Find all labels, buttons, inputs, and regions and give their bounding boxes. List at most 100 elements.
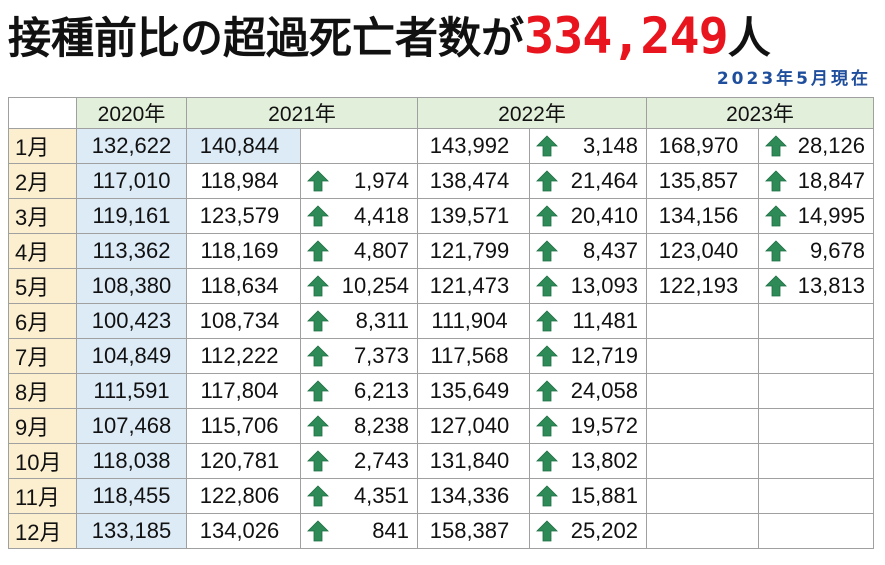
diff-2022: 21,464 xyxy=(529,163,647,199)
table-row: 4月 113,362 118,169 4,807 121,799 8,437 123,040… xyxy=(8,233,874,269)
value-2021: 118,169 xyxy=(186,233,301,269)
up-arrow-icon xyxy=(536,485,558,507)
diff-2022: 12,719 xyxy=(529,338,647,374)
table-row: 10月 118,038 120,781 2,743 131,840 13,802 xyxy=(8,443,874,479)
value-2021: 115,706 xyxy=(186,408,301,444)
title-main: 接種前比の超過死亡者数が xyxy=(8,14,524,64)
diff-2021: 4,418 xyxy=(300,198,418,234)
diff-value: 14,995 xyxy=(797,203,865,228)
header-2022: 2022年 xyxy=(417,97,647,129)
diff-2021: 1,974 xyxy=(300,163,418,199)
diff-value: 21,464 xyxy=(570,168,638,193)
diff-value: 10,254 xyxy=(341,273,409,298)
month-cell: 3月 xyxy=(8,198,77,234)
table-row: 5月 108,380 118,634 10,254 121,473 13,093 122,1… xyxy=(8,268,874,304)
value-2020: 100,423 xyxy=(76,303,187,339)
diff-value: 12,719 xyxy=(570,343,638,368)
value-2023: 168,970 xyxy=(646,128,759,164)
up-arrow-icon xyxy=(536,520,558,542)
value-2022: 158,387 xyxy=(417,513,530,549)
up-arrow-icon xyxy=(536,450,558,472)
value-2023 xyxy=(646,303,759,339)
up-arrow-icon xyxy=(307,415,329,437)
diff-value: 13,093 xyxy=(570,273,638,298)
up-arrow-icon xyxy=(765,275,787,297)
diff-2023 xyxy=(758,408,874,444)
diff-value: 4,351 xyxy=(353,483,409,508)
diff-value: 19,572 xyxy=(570,413,638,438)
diff-2022: 25,202 xyxy=(529,513,647,549)
month-cell: 8月 xyxy=(8,373,77,409)
diff-2023 xyxy=(758,443,874,479)
diff-2021: 4,807 xyxy=(300,233,418,269)
title-number: 334,249 xyxy=(524,7,729,65)
up-arrow-icon xyxy=(307,520,329,542)
value-2023: 123,040 xyxy=(646,233,759,269)
month-cell: 7月 xyxy=(8,338,77,374)
diff-2022: 24,058 xyxy=(529,373,647,409)
diff-value: 2,743 xyxy=(353,448,409,473)
month-cell: 1月 xyxy=(8,128,77,164)
month-cell: 9月 xyxy=(8,408,77,444)
diff-2023 xyxy=(758,338,874,374)
diff-2023: 13,813 xyxy=(758,268,874,304)
up-arrow-icon xyxy=(536,345,558,367)
header-row: 2020年 2021年 2022年 2023年 xyxy=(8,97,874,129)
value-2020: 111,591 xyxy=(76,373,187,409)
table-row: 11月 118,455 122,806 4,351 134,336 15,881 xyxy=(8,478,874,514)
up-arrow-icon xyxy=(307,450,329,472)
up-arrow-icon xyxy=(307,275,329,297)
table-row: 2月 117,010 118,984 1,974 138,474 21,464 135,85… xyxy=(8,163,874,199)
diff-2023: 18,847 xyxy=(758,163,874,199)
value-2021: 134,026 xyxy=(186,513,301,549)
value-2020: 119,161 xyxy=(76,198,187,234)
diff-2022: 20,410 xyxy=(529,198,647,234)
value-2022: 131,840 xyxy=(417,443,530,479)
diff-value: 15,881 xyxy=(570,483,638,508)
month-cell: 2月 xyxy=(8,163,77,199)
up-arrow-icon xyxy=(307,205,329,227)
month-cell: 10月 xyxy=(8,443,77,479)
header-2021: 2021年 xyxy=(186,97,418,129)
diff-2021: 2,743 xyxy=(300,443,418,479)
table-row: 12月 133,185 134,026 841 158,387 25,202 xyxy=(8,513,874,549)
header-2023: 2023年 xyxy=(646,97,874,129)
up-arrow-icon xyxy=(307,345,329,367)
diff-value: 8,238 xyxy=(353,413,409,438)
table-row: 6月 100,423 108,734 8,311 111,904 11,481 xyxy=(8,303,874,339)
up-arrow-icon xyxy=(307,170,329,192)
up-arrow-icon xyxy=(536,205,558,227)
table-row: 3月 119,161 123,579 4,418 139,571 20,410 134,15… xyxy=(8,198,874,234)
up-arrow-icon xyxy=(307,485,329,507)
up-arrow-icon xyxy=(536,275,558,297)
up-arrow-icon xyxy=(765,135,787,157)
diff-2021: 7,373 xyxy=(300,338,418,374)
diff-2022: 11,481 xyxy=(529,303,647,339)
value-2023: 134,156 xyxy=(646,198,759,234)
header-2020: 2020年 xyxy=(76,97,187,129)
value-2021: 123,579 xyxy=(186,198,301,234)
up-arrow-icon xyxy=(307,380,329,402)
diff-value: 4,807 xyxy=(353,238,409,263)
value-2020: 118,038 xyxy=(76,443,187,479)
diff-2023: 28,126 xyxy=(758,128,874,164)
diff-value: 13,813 xyxy=(797,273,865,298)
diff-value: 8,437 xyxy=(582,238,638,263)
diff-value: 28,126 xyxy=(797,133,865,158)
diff-value: 841 xyxy=(372,518,409,543)
value-2022: 134,336 xyxy=(417,478,530,514)
value-2020: 117,010 xyxy=(76,163,187,199)
value-2020: 104,849 xyxy=(76,338,187,374)
excess-deaths-table: 2020年 2021年 2022年 2023年 1月 132,622 140,844… xyxy=(8,97,874,549)
diff-2022: 3,148 xyxy=(529,128,647,164)
value-2021: 140,844 xyxy=(186,128,301,164)
value-2023 xyxy=(646,513,759,549)
value-2022: 138,474 xyxy=(417,163,530,199)
diff-2021: 8,238 xyxy=(300,408,418,444)
up-arrow-icon xyxy=(765,240,787,262)
diff-value: 1,974 xyxy=(353,168,409,193)
diff-2023: 14,995 xyxy=(758,198,874,234)
value-2023 xyxy=(646,373,759,409)
diff-2021: 841 xyxy=(300,513,418,549)
month-cell: 5月 xyxy=(8,268,77,304)
